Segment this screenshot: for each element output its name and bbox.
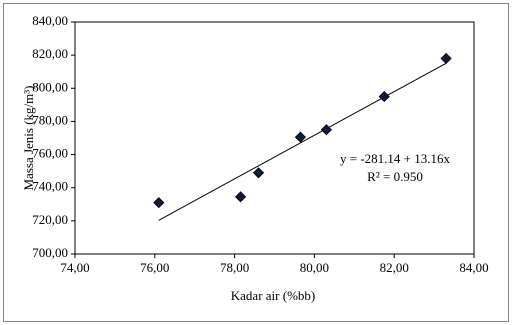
plot-area bbox=[74, 21, 475, 255]
y-tick-label: 760,00 bbox=[32, 146, 68, 161]
x-tick-label: 80,00 bbox=[300, 260, 329, 275]
chart-border bbox=[3, 3, 509, 322]
data-point bbox=[235, 191, 247, 203]
y-tick-label: 700,00 bbox=[32, 245, 68, 260]
data-point bbox=[153, 197, 165, 209]
trend-line bbox=[158, 62, 447, 221]
data-point bbox=[294, 131, 307, 143]
y-tick-label: 840,00 bbox=[32, 13, 68, 28]
data-point bbox=[252, 167, 265, 179]
data-point bbox=[320, 124, 332, 136]
x-axis-label: Kadar air (%bb) bbox=[231, 288, 315, 303]
x-tick-label: 82,00 bbox=[380, 260, 409, 275]
x-tick-label: 76,00 bbox=[140, 260, 169, 275]
data-point bbox=[440, 52, 452, 65]
trend-equation: y = -281.14 + 13.16x bbox=[340, 151, 450, 166]
y-tick-label: 720,00 bbox=[32, 212, 68, 227]
x-tick-label: 84,00 bbox=[459, 260, 488, 275]
y-tick-label: 780,00 bbox=[32, 112, 68, 127]
y-tick-label: 800,00 bbox=[32, 79, 68, 94]
data-point bbox=[378, 91, 390, 103]
y-tick-label: 820,00 bbox=[32, 46, 68, 61]
x-tick-label: 78,00 bbox=[220, 260, 249, 275]
y-tick-label: 740,00 bbox=[32, 179, 68, 194]
trend-r2: R² = 0.950 bbox=[367, 169, 423, 184]
x-tick-label: 74,00 bbox=[60, 260, 89, 275]
y-axis-label: Massa Jenis (kg/m³) bbox=[21, 86, 36, 191]
